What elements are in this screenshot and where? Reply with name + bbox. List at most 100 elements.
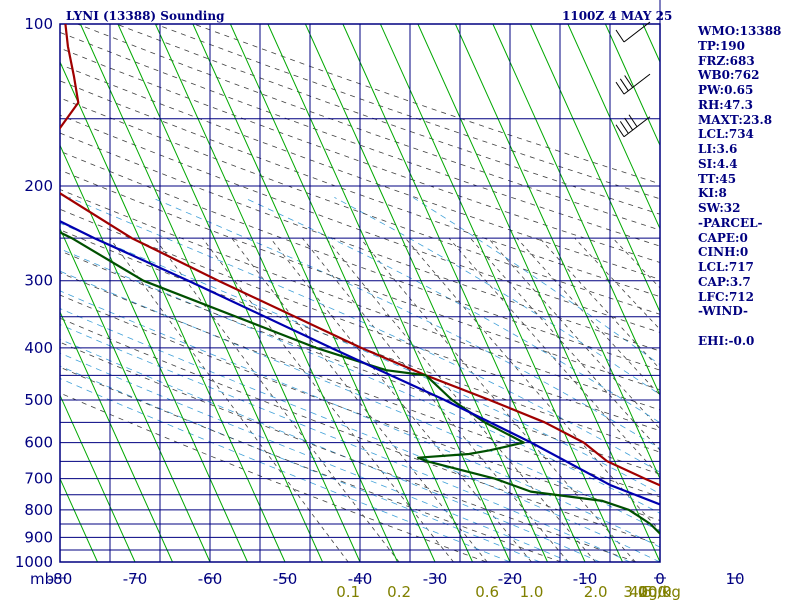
mixing-ratio-line [325, 237, 596, 562]
mixing-ratio-label: 5.0 [643, 583, 667, 600]
moist-adiabat-line [60, 352, 571, 562]
index-ehi: EHI:-0.0 [698, 333, 755, 348]
temperature-profile [60, 24, 660, 487]
dry-adiabat-line [60, 80, 660, 298]
isotherm-line [604, 24, 660, 147]
isotherm-line [60, 310, 173, 562]
mixing-ratio-line [109, 237, 349, 562]
mixing-ratio-line [487, 237, 660, 430]
wind-barb [615, 73, 651, 95]
isotherm-line [154, 24, 398, 562]
isotherm-line [492, 24, 660, 397]
index-blank [698, 319, 798, 334]
pressure-label: 600 [24, 434, 53, 452]
sounding-time: 1100Z 4 MAY 25 [562, 9, 673, 23]
index-cap: CAP:3.7 [698, 274, 751, 289]
index-wb0: WB0:762 [698, 68, 760, 83]
pressure-unit: mb [30, 570, 54, 588]
pressure-label: 800 [24, 501, 53, 519]
moist-adiabat-line [60, 222, 660, 495]
index-maxt: MAXT:23.8 [698, 112, 773, 127]
isotherm-line [417, 24, 660, 562]
index-sw: SW:32 [698, 201, 741, 215]
index-lcl: LCL:734 [698, 127, 754, 142]
station-title: LYNI (13388) Sounding [66, 9, 225, 23]
temperature-label: -50 [273, 570, 298, 588]
mixing-ratio-label: 40g/kg [629, 583, 681, 600]
parcel-profile [60, 220, 660, 506]
moist-adiabat-line [69, 197, 660, 473]
index-rh: RH:47.3 [698, 97, 753, 112]
moist-adiabat-line [60, 290, 660, 548]
isotherm-line [79, 24, 323, 562]
isotherm-line [567, 24, 660, 230]
index-pw: PW:0.65 [698, 83, 754, 97]
dry-adiabat-line [60, 31, 660, 247]
mixing-ratio-label: 0.2 [387, 583, 411, 600]
moist-adiabat-line [412, 197, 660, 366]
pressure-label: 1000 [15, 553, 53, 571]
mixing-ratio-label: 0.6 [475, 583, 499, 600]
index-si: SI:4.4 [698, 156, 738, 171]
pressure-label: 900 [24, 528, 53, 546]
pressure-label: 200 [24, 177, 53, 195]
index-li: LI:3.6 [698, 142, 738, 156]
index-wmo: WMO:13388 [698, 24, 782, 38]
mixing-ratio-label: 3.0 [623, 583, 647, 600]
temperature-label: -60 [198, 570, 223, 588]
index-tp: TP:190 [698, 38, 746, 53]
temperature-label: 10 [725, 570, 744, 588]
isotherm-line [192, 24, 436, 562]
isotherm-line [342, 24, 586, 562]
isotherm-line [529, 24, 660, 314]
isotherm-line [60, 144, 248, 562]
isotherm-line [117, 24, 361, 562]
moist-adiabat-line [60, 324, 631, 562]
index-cinh: CINH:0 [698, 245, 749, 260]
mixing-ratio-label: 10.0 [638, 583, 671, 600]
index-tt: TT:45 [698, 171, 737, 186]
dry-adiabat-line [60, 341, 637, 562]
temperature-label: -70 [123, 570, 148, 588]
pressure-label: 400 [24, 339, 53, 357]
parcel-heading: -PARCEL- [698, 215, 763, 230]
index-ki: KI:8 [698, 186, 727, 201]
wind-barb [615, 21, 651, 43]
moist-adiabat-line [60, 378, 511, 562]
moist-adiabat-line [60, 365, 541, 562]
mixing-ratio-label: 1.0 [520, 583, 544, 600]
temperature-label: 0 [655, 570, 665, 588]
pressure-label: 700 [24, 470, 53, 488]
mixing-ratio-label: 0.1 [336, 583, 360, 600]
index-cape: CAPE:0 [698, 230, 748, 245]
isotherm-line [379, 24, 623, 562]
temperature-label: -20 [498, 570, 523, 588]
isotherm-line [267, 24, 511, 562]
isotherm-line [229, 24, 473, 562]
isotherm-line [454, 24, 660, 480]
dry-adiabat-line [60, 366, 562, 562]
moist-adiabat-line [243, 197, 660, 424]
mixing-ratio-line [154, 237, 400, 562]
dewpoint-profile [60, 231, 660, 536]
isotherm-line [0, 24, 23, 562]
isotherm-line [60, 227, 211, 562]
moist-adiabat-line [60, 338, 601, 562]
dry-adiabat-line [60, 294, 660, 521]
moist-adiabat-line [60, 308, 660, 562]
wind-barb [615, 114, 651, 138]
index-parcel-lcl: LCL:717 [698, 260, 754, 274]
temperature-label: -30 [423, 570, 448, 588]
mixing-ratio-line [516, 237, 660, 396]
moist-adiabat-line [334, 197, 660, 396]
temperature-label: -40 [348, 570, 373, 588]
temperature-label: -10 [573, 570, 598, 588]
mixing-ratio-line [231, 237, 488, 562]
mixing-ratio-line [270, 237, 532, 562]
isotherm-line [60, 394, 136, 562]
index-lfc: LFC:712 [698, 289, 754, 304]
wind-heading: -WIND- [698, 304, 748, 319]
temperature-label: -80 [48, 570, 73, 588]
plot-frame [59, 23, 661, 563]
